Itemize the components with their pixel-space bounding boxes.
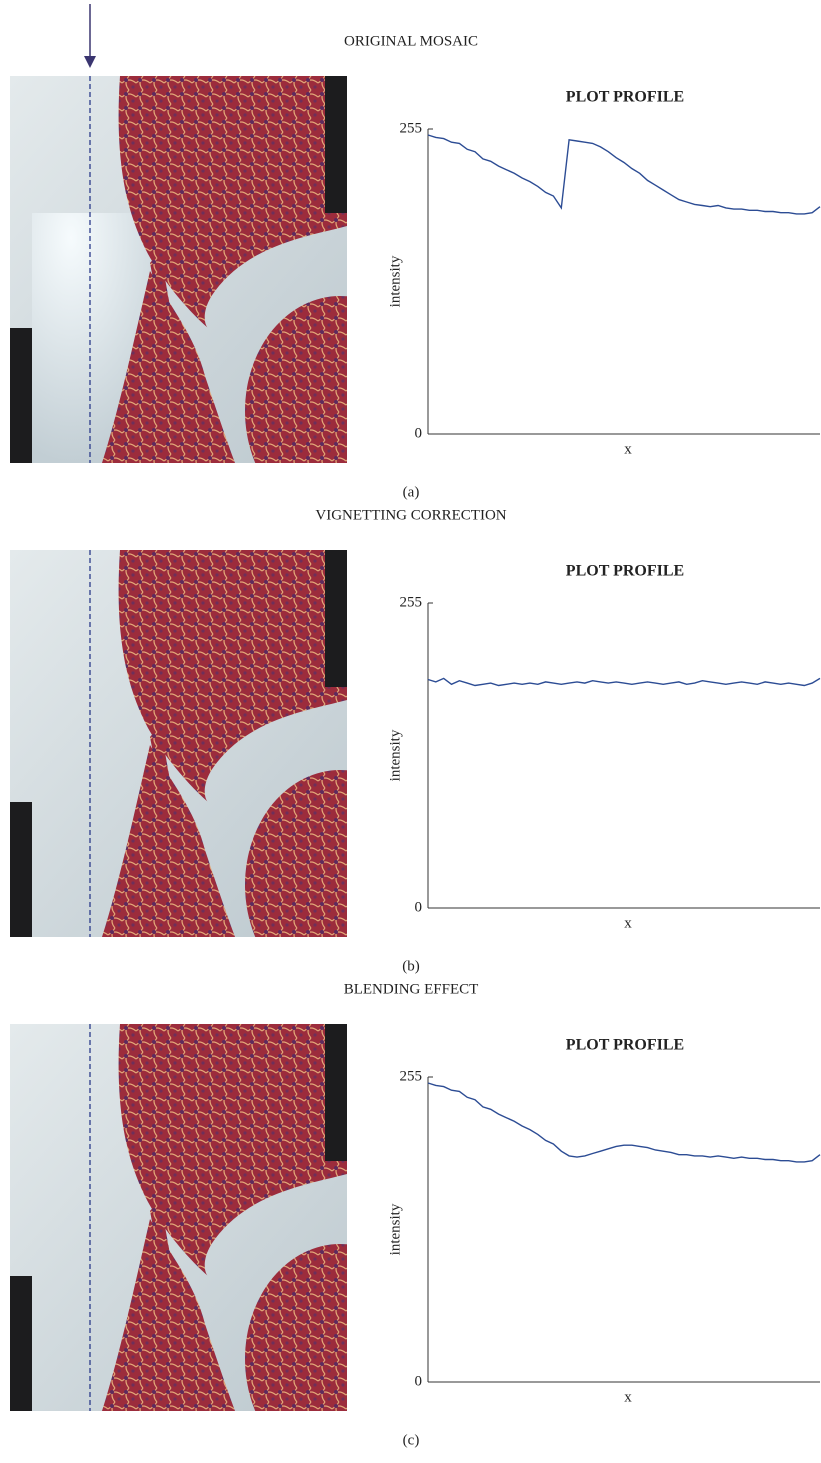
- tissue: [118, 550, 347, 802]
- black-border: [10, 802, 32, 937]
- chart-title: PLOT PROFILE: [566, 563, 684, 580]
- y-axis-label: intensity: [387, 1203, 403, 1255]
- tissue: [118, 76, 347, 328]
- micrograph: [10, 550, 347, 937]
- panel-caption: (a): [403, 484, 420, 500]
- profile-line: [427, 677, 821, 687]
- black-border: [10, 328, 32, 463]
- tissue: [150, 1199, 170, 1264]
- y-tick-label: 255: [400, 1068, 423, 1084]
- black-border: [325, 550, 347, 687]
- panel-caption: (b): [402, 958, 420, 974]
- tissue: [102, 745, 235, 937]
- panel-title: ORIGINAL MOSAIC: [344, 33, 478, 49]
- chart-title: PLOT PROFILE: [566, 1037, 684, 1054]
- panel-title: VIGNETTING CORRECTION: [315, 507, 506, 523]
- tissue: [150, 251, 170, 316]
- black-border: [10, 1276, 32, 1411]
- micrograph-content: [10, 550, 347, 937]
- x-axis-label: x: [624, 1389, 632, 1405]
- profile-line: [427, 134, 821, 215]
- tissue: [102, 271, 235, 463]
- y-axis-label: intensity: [387, 729, 403, 781]
- tissue: [245, 1244, 347, 1411]
- micrograph: [10, 76, 347, 463]
- y-tick-label: 0: [415, 425, 423, 441]
- tissue: [150, 725, 170, 790]
- y-axis-label: intensity: [387, 255, 403, 307]
- panel-caption: (c): [403, 1432, 420, 1448]
- tissue: [245, 296, 347, 463]
- panel-title: BLENDING EFFECT: [344, 981, 479, 997]
- x-axis-label: x: [624, 441, 632, 457]
- y-tick-label: 255: [400, 120, 423, 136]
- micrograph-content: [10, 76, 347, 463]
- tissue: [102, 1219, 235, 1411]
- black-border: [325, 1024, 347, 1161]
- y-tick-label: 0: [415, 899, 423, 915]
- micrograph: [10, 1024, 347, 1411]
- black-border: [325, 76, 347, 213]
- profile-line: [427, 1082, 821, 1163]
- tissue: [118, 1024, 347, 1276]
- chart-title: PLOT PROFILE: [566, 89, 684, 106]
- arrow-head: [84, 56, 96, 68]
- x-axis-label: x: [624, 915, 632, 931]
- y-tick-label: 0: [415, 1373, 423, 1389]
- micrograph-content: [10, 1024, 347, 1411]
- y-tick-label: 255: [400, 594, 423, 610]
- tissue: [245, 770, 347, 937]
